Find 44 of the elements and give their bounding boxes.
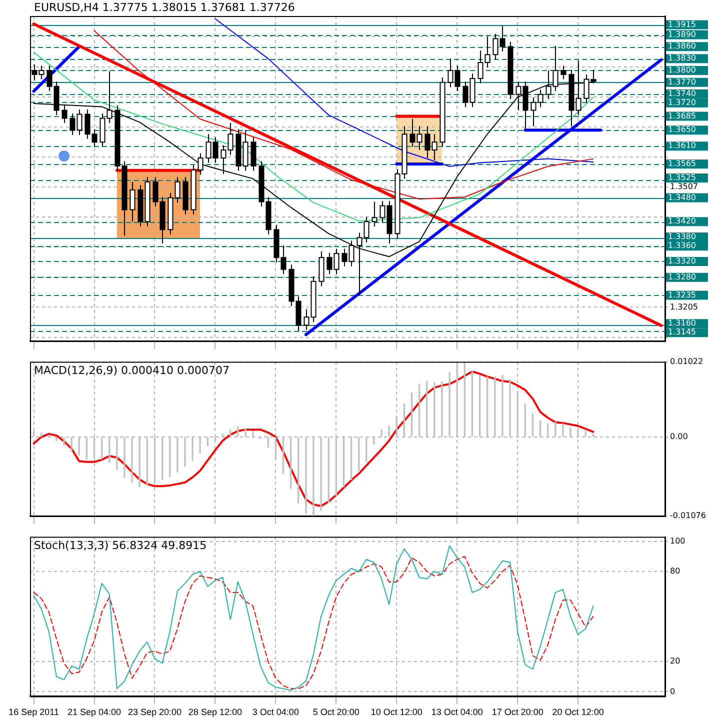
chart-title: Stoch(13,3,3) 56.8324 49.8915: [34, 539, 207, 552]
y-tick-label: 1.3507: [670, 182, 698, 192]
ref-line-label: 1.3830: [668, 54, 696, 63]
x-tick-label: 21 Sep 04:00: [67, 707, 122, 718]
x-tick-label: 10 Oct 12:00: [370, 707, 422, 718]
x-tick-label: 16 Sep 2011: [8, 707, 59, 718]
x-tick-label: 3 Oct 04:00: [252, 707, 299, 718]
chart-title: EURUSD,H4 1.37775 1.38015 1.37681 1.37726: [34, 1, 295, 14]
y-tick-label: 80: [670, 566, 680, 576]
ref-line-label: 1.3740: [668, 88, 696, 98]
ref-line-label: 1.3720: [668, 98, 696, 107]
y-tick-label: 0.00: [670, 432, 688, 441]
x-tick-label: 17 Oct 20:00: [492, 707, 544, 718]
ref-line-label: 1.3525: [668, 173, 696, 182]
y-tick-label: 100: [670, 536, 686, 546]
ref-line-label: 1.3860: [668, 42, 696, 51]
ref-line-label: 1.3685: [668, 111, 696, 120]
x-tick-label: 20 Oct 12:00: [552, 707, 604, 718]
y-tick-label: -0.01076: [670, 511, 706, 520]
y-tick-label: 0: [670, 686, 676, 696]
y-tick-label: 1.3205: [670, 302, 698, 312]
ref-line-label: 1.3610: [668, 141, 696, 150]
ref-line-label: 1.3160: [668, 318, 696, 328]
ref-line-label: 1.3320: [668, 256, 696, 266]
ref-line-label: 1.3420: [668, 216, 696, 226]
ref-line-label: 1.3650: [668, 125, 696, 134]
y-tick-label: 0.01022: [670, 356, 704, 366]
ref-line-label: 1.3565: [668, 159, 696, 168]
ref-line-label: 1.3360: [668, 241, 696, 250]
ref-line-label: 1.3915: [668, 20, 696, 29]
ref-line-label: 1.3145: [668, 328, 696, 337]
x-tick-label: 13 Oct 04:00: [431, 707, 483, 718]
x-tick-label: 28 Sep 12:00: [188, 707, 242, 718]
ref-line-label: 1.3800: [668, 66, 696, 75]
ref-line-label: 1.3380: [668, 232, 696, 242]
ref-line-label: 1.3480: [668, 192, 696, 202]
ref-line-label: 1.3890: [668, 30, 696, 39]
chart-title: MACD(12,26,9) 0.000410 0.000707: [34, 364, 230, 377]
ref-line-label: 1.3280: [668, 272, 696, 282]
x-tick-label: 23 Sep 20:00: [128, 707, 182, 718]
ref-line-label: 1.3770: [668, 78, 696, 87]
x-tick-label: 5 Oct 20:00: [312, 707, 360, 718]
y-tick-label: 20: [670, 656, 680, 666]
ref-line-label: 1.3235: [668, 290, 696, 300]
